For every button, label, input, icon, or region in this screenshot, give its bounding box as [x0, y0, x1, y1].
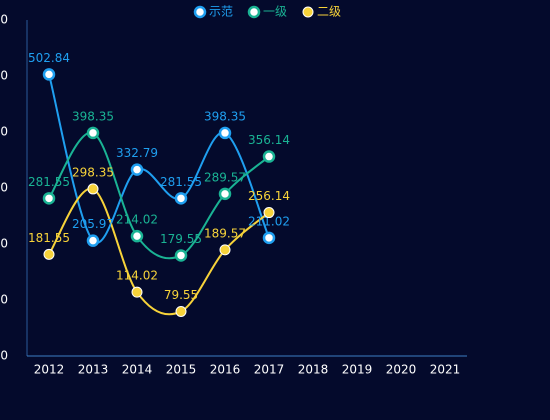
- data-label: 281.55: [28, 175, 70, 189]
- data-label: 298.35: [72, 165, 114, 179]
- x-tick-label: 2021: [430, 363, 461, 377]
- point: [131, 286, 143, 298]
- data-label: 289.57: [204, 170, 246, 184]
- data-label: 189.57: [204, 226, 246, 240]
- x-tick-label: 2020: [386, 363, 417, 377]
- point: [262, 231, 276, 245]
- legend-label: 一级: [263, 5, 287, 19]
- x-tick-label: 2019: [342, 363, 373, 377]
- x-tick-label: 2013: [78, 363, 109, 377]
- data-label: 256.14: [248, 189, 290, 203]
- x-tick-label: 2018: [298, 363, 329, 377]
- x-tick-label: 2015: [166, 363, 197, 377]
- point: [86, 126, 100, 140]
- legend-label: 示范: [209, 5, 233, 19]
- data-label: 502.84: [28, 51, 70, 65]
- point: [86, 234, 100, 247]
- point: [130, 229, 144, 243]
- data-label: 79.55: [164, 288, 198, 302]
- series-line: [48, 187, 270, 316]
- data-label: 181.55: [28, 231, 70, 245]
- y-tick-label: 0: [0, 349, 8, 363]
- y-tick-label: 400: [0, 125, 8, 139]
- point: [218, 187, 232, 201]
- data-label: 114.02: [116, 269, 158, 283]
- data-label: 205.97: [72, 217, 114, 231]
- point: [219, 244, 231, 256]
- data-label: 179.55: [160, 232, 202, 246]
- data-label: 211.02: [248, 214, 290, 228]
- x-tick-label: 2012: [34, 363, 65, 377]
- point: [130, 163, 144, 176]
- point: [262, 150, 276, 163]
- data-label: 214.02: [116, 213, 158, 227]
- x-tick-label: 2016: [210, 363, 241, 377]
- y-tick-label: 300: [0, 181, 8, 195]
- point: [174, 192, 188, 205]
- y-tick-label: 600: [0, 13, 8, 27]
- point: [174, 249, 188, 262]
- series-line: [48, 74, 270, 244]
- x-tick-label: 2014: [122, 363, 153, 377]
- data-label: 398.35: [204, 109, 246, 123]
- data-label: 332.79: [116, 146, 158, 160]
- point: [43, 248, 55, 260]
- point: [42, 68, 56, 81]
- point: [42, 192, 56, 205]
- y-tick-label: 200: [0, 237, 8, 251]
- point: [87, 183, 99, 195]
- point: [218, 126, 232, 140]
- y-tick-label: 100: [0, 293, 8, 307]
- data-label: 281.55: [160, 175, 202, 189]
- legend-marker: [193, 5, 207, 19]
- point: [175, 305, 187, 317]
- x-tick-label: 2017: [254, 363, 285, 377]
- legend-label: 二级: [317, 5, 341, 19]
- data-label: 356.14: [248, 133, 290, 147]
- legend-marker: [302, 6, 314, 18]
- legend-marker: [247, 5, 261, 19]
- point: [263, 207, 275, 219]
- data-label: 398.35: [72, 109, 114, 123]
- y-tick-label: 500: [0, 69, 8, 83]
